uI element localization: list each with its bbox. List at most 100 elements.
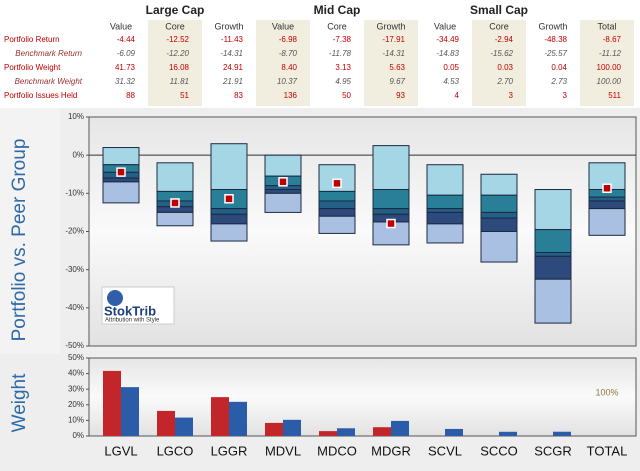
table-cell: 100.00 (597, 63, 622, 72)
peer-band (318, 215, 356, 234)
column-shade (148, 20, 202, 106)
y-tick-label: -40% (65, 303, 84, 312)
table-cell: 0.04 (551, 63, 567, 72)
bar (391, 420, 409, 436)
bar (283, 419, 301, 436)
column-header: Core (327, 21, 347, 31)
column-header: Value (434, 21, 456, 31)
x-tick-label: SCVL (428, 443, 462, 458)
x-tick-label: SCGR (534, 443, 572, 458)
group-header: Mid Cap (314, 3, 361, 17)
peer-band (534, 229, 572, 253)
y-tick-label: 20% (68, 400, 84, 409)
bar (445, 428, 463, 436)
x-tick-label: MDCO (317, 443, 357, 458)
peer-band (480, 231, 518, 263)
table-cell: 4.95 (335, 77, 351, 86)
peer-band (480, 217, 518, 232)
peer-band (480, 211, 518, 219)
logo-name: StokTrib (104, 303, 156, 318)
peer-band (480, 194, 518, 213)
table-cell: 24.91 (223, 63, 244, 72)
table-cell: 9.67 (389, 77, 405, 86)
peer-band (210, 213, 248, 225)
portfolio-marker (116, 167, 126, 177)
table-cell: -11.78 (329, 49, 352, 58)
table-cell: -17.91 (382, 35, 405, 44)
table-cell: -14.31 (220, 49, 243, 58)
bar (319, 431, 337, 436)
column-header: Growth (376, 21, 405, 31)
total-annotation: 100% (595, 387, 618, 397)
y-tick-label: -30% (65, 265, 84, 274)
table-cell: -7.38 (333, 35, 352, 44)
y-tick-label: 50% (68, 353, 84, 362)
table-cell: 0.03 (497, 63, 513, 72)
table-cell: -48.38 (544, 35, 567, 44)
y-axis-title: Weight (9, 373, 30, 433)
table-cell: -25.57 (544, 49, 567, 58)
y-tick-label: 0% (72, 150, 84, 159)
peer-band (264, 154, 302, 177)
column-header: Core (489, 21, 509, 31)
portfolio-marker (602, 183, 612, 194)
bar (175, 417, 193, 436)
column-header: Total (597, 21, 616, 31)
table-cell: -11.43 (221, 35, 244, 44)
x-tick-label: SCCO (480, 443, 518, 458)
logo-tagline: Attribution with Style (105, 318, 160, 324)
table-cell: 8.40 (281, 63, 297, 72)
table-cell: -8.67 (603, 35, 622, 44)
table-cell: 51 (180, 91, 189, 100)
row-label: Portfolio Weight (4, 63, 61, 72)
peer-band (426, 211, 464, 225)
row-label: Benchmark Return (15, 49, 82, 58)
y-tick-label: -10% (65, 188, 84, 197)
table-cell: 21.91 (222, 77, 243, 86)
row-label: Portfolio Return (4, 35, 60, 44)
column-header: Value (272, 21, 294, 31)
bar (103, 370, 121, 436)
peer-band (318, 190, 356, 202)
x-tick-label: MDVL (265, 443, 301, 458)
portfolio-marker (332, 178, 342, 189)
peer-band (210, 143, 248, 191)
portfolio-marker (386, 218, 396, 229)
peer-band (534, 189, 572, 231)
table-cell: 41.73 (115, 63, 136, 72)
bar (373, 427, 391, 436)
table-cell: 511 (608, 91, 621, 100)
y-axis-title: Portfolio vs. Peer Group (9, 139, 30, 342)
y-tick-label: 40% (68, 369, 84, 378)
peer-band (588, 196, 626, 202)
table-cell: 3 (563, 91, 568, 100)
table-cell: 2.70 (496, 77, 513, 86)
peer-band (210, 223, 248, 242)
column-shade (472, 20, 526, 106)
table-cell: -4.44 (117, 35, 136, 44)
peer-band (588, 200, 626, 210)
table-cell: 11.81 (170, 77, 189, 86)
table-cell: 3.13 (335, 63, 351, 72)
y-title-panel (0, 108, 60, 354)
table-cell: -6.98 (279, 35, 298, 44)
x-tick-label: LGCO (157, 443, 194, 458)
row-label: Portfolio Issues Held (4, 91, 77, 100)
table-cell: 50 (342, 91, 351, 100)
table-cell: 0.05 (443, 63, 459, 72)
table-cell: -14.31 (382, 49, 405, 58)
table-cell: 3 (509, 91, 514, 100)
peer-band (102, 147, 140, 166)
logo-icon (107, 290, 123, 306)
table-cell: -2.94 (495, 35, 514, 44)
table-cell: 31.32 (115, 77, 136, 86)
peer-band (426, 223, 464, 244)
x-tick-label: LGGR (211, 443, 248, 458)
peer-band (318, 208, 356, 217)
bar (553, 431, 571, 436)
y-tick-label: 10% (68, 416, 84, 425)
peer-band (156, 162, 194, 192)
column-header: Growth (538, 21, 567, 31)
table-cell: 10.37 (277, 77, 298, 86)
